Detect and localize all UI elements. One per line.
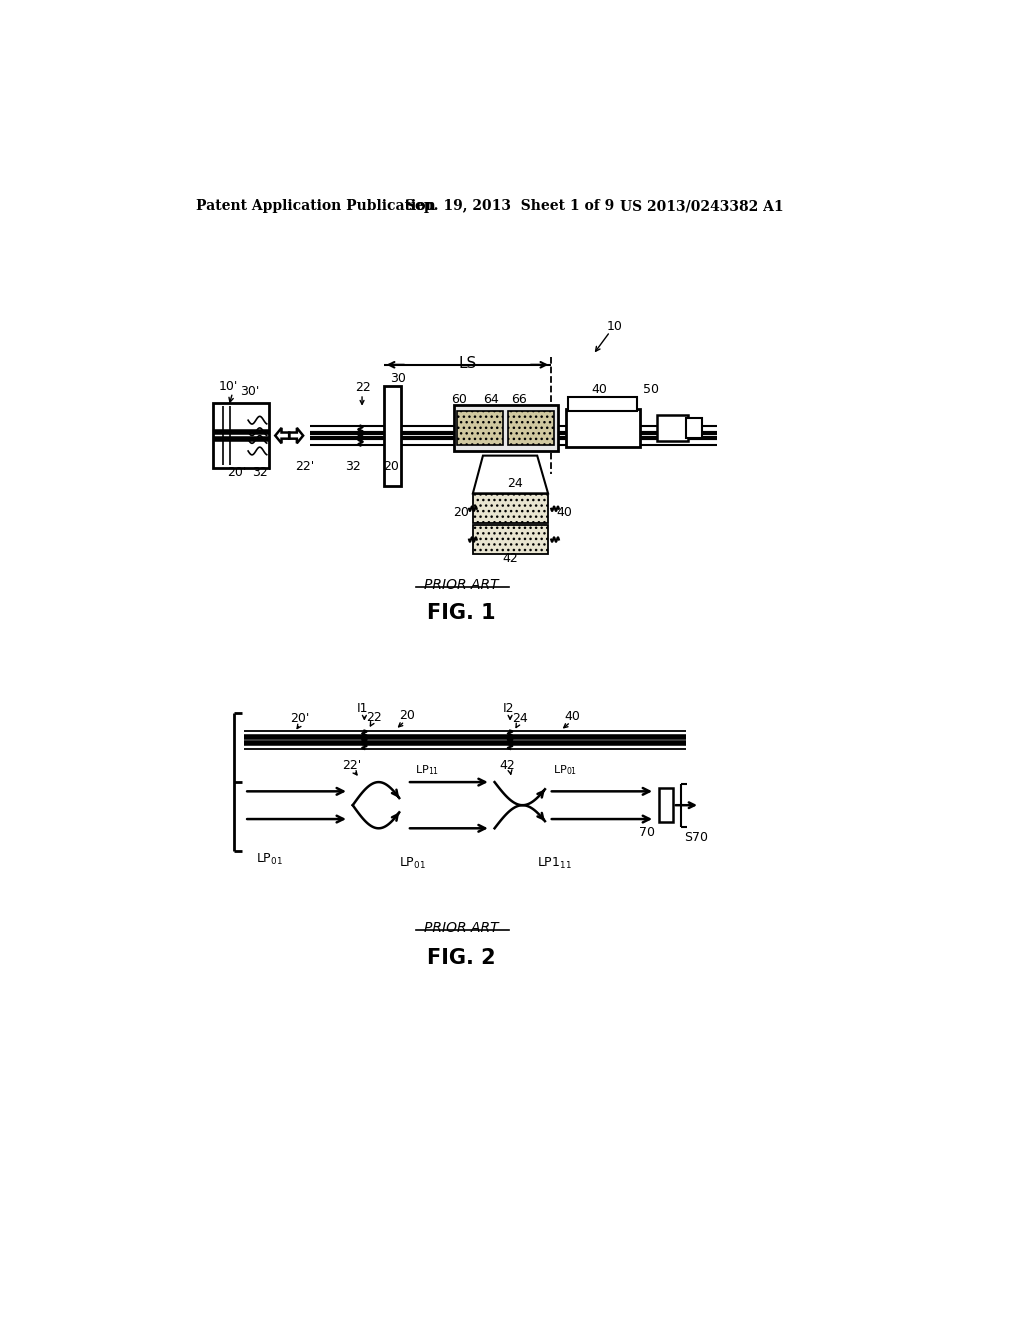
Bar — [454, 405, 558, 451]
Text: S70: S70 — [684, 832, 708, 843]
Text: 30': 30' — [240, 385, 259, 399]
Text: 42: 42 — [500, 759, 516, 772]
Text: I1: I1 — [357, 702, 369, 715]
Text: LP$_{01}$: LP$_{01}$ — [256, 851, 283, 867]
Text: 40: 40 — [591, 383, 607, 396]
Text: 30: 30 — [390, 372, 406, 385]
Bar — [458, 411, 503, 445]
Text: PRIOR ART: PRIOR ART — [424, 578, 499, 591]
Text: 32': 32' — [253, 466, 271, 479]
Text: 24: 24 — [508, 477, 523, 490]
Text: 22: 22 — [366, 711, 382, 723]
Text: Patent Application Publication: Patent Application Publication — [197, 199, 436, 213]
Text: 20': 20' — [291, 713, 309, 726]
Text: LS: LS — [459, 355, 476, 371]
Text: 22': 22' — [342, 759, 361, 772]
Bar — [508, 411, 554, 445]
Text: LP$_{11}$: LP$_{11}$ — [415, 764, 439, 777]
Text: 10': 10' — [219, 380, 239, 393]
Bar — [656, 414, 687, 441]
Bar — [568, 397, 637, 411]
Bar — [384, 385, 400, 486]
Bar — [566, 409, 640, 447]
Text: 20: 20 — [399, 709, 415, 722]
Bar — [473, 525, 548, 554]
Text: LP$_{01}$: LP$_{01}$ — [553, 764, 577, 777]
Bar — [213, 404, 269, 469]
Text: Sep. 19, 2013  Sheet 1 of 9: Sep. 19, 2013 Sheet 1 of 9 — [406, 199, 614, 213]
Text: 42: 42 — [502, 552, 518, 565]
Bar — [473, 494, 548, 524]
Text: FIG. 1: FIG. 1 — [427, 603, 496, 623]
Text: FIG. 2: FIG. 2 — [427, 948, 496, 968]
Text: 22: 22 — [355, 381, 371, 395]
Text: 70: 70 — [639, 825, 655, 838]
Text: 10: 10 — [607, 319, 623, 333]
Text: I2: I2 — [503, 702, 514, 715]
Text: 20: 20 — [454, 506, 469, 519]
Text: 20': 20' — [226, 466, 246, 479]
Text: LP1$_{11}$: LP1$_{11}$ — [538, 855, 572, 870]
Text: 60: 60 — [451, 393, 467, 407]
Text: 22': 22' — [295, 459, 314, 473]
Bar — [686, 418, 701, 438]
Text: 40: 40 — [564, 710, 580, 723]
Text: 50: 50 — [643, 383, 659, 396]
Bar — [658, 788, 673, 822]
Text: LP$_{01}$: LP$_{01}$ — [399, 855, 426, 870]
Text: US 2013/0243382 A1: US 2013/0243382 A1 — [621, 199, 783, 213]
Text: 64: 64 — [483, 393, 499, 407]
Text: PRIOR ART: PRIOR ART — [424, 921, 499, 936]
Text: 40: 40 — [557, 506, 572, 519]
Text: 20: 20 — [384, 459, 399, 473]
Text: 32: 32 — [345, 459, 360, 473]
Text: 24: 24 — [512, 713, 528, 726]
Text: 66: 66 — [512, 393, 527, 407]
